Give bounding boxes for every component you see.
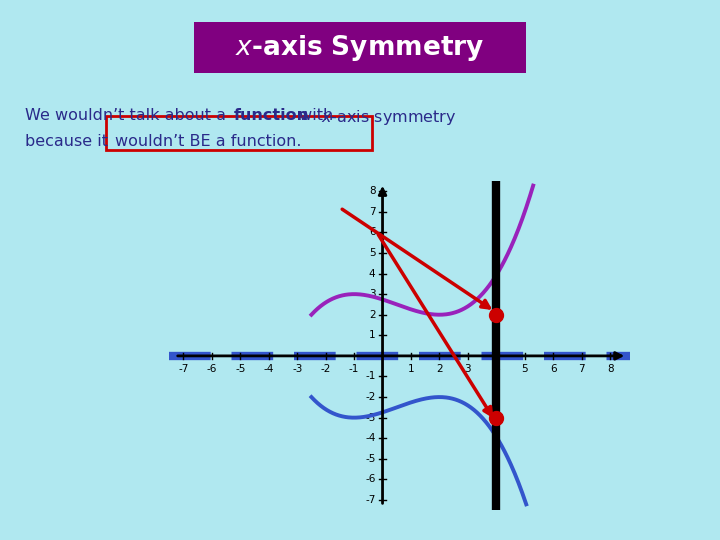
- Text: 8: 8: [607, 364, 613, 374]
- Text: -6: -6: [207, 364, 217, 374]
- Text: 1: 1: [369, 330, 375, 340]
- Text: 5: 5: [369, 248, 375, 258]
- Text: -6: -6: [365, 475, 375, 484]
- Text: -1: -1: [349, 364, 359, 374]
- Text: 8: 8: [369, 186, 375, 196]
- Text: 7: 7: [578, 364, 585, 374]
- Text: 3: 3: [464, 364, 471, 374]
- Text: $\mathit{x}$-axis symmetry: $\mathit{x}$-axis symmetry: [321, 108, 456, 127]
- Text: -3: -3: [292, 364, 302, 374]
- Text: 2: 2: [436, 364, 443, 374]
- Text: wouldn’t BE a function.: wouldn’t BE a function.: [115, 134, 302, 149]
- Text: 6: 6: [550, 364, 557, 374]
- Text: 7: 7: [369, 207, 375, 217]
- Text: 6: 6: [369, 227, 375, 238]
- Text: -7: -7: [365, 495, 375, 505]
- Text: 4: 4: [493, 364, 500, 374]
- Text: 5: 5: [521, 364, 528, 374]
- Text: -4: -4: [264, 364, 274, 374]
- Text: -3: -3: [365, 413, 375, 423]
- Text: $\mathit{x}$-axis Symmetry: $\mathit{x}$-axis Symmetry: [235, 32, 485, 63]
- Text: -5: -5: [365, 454, 375, 464]
- Text: -1: -1: [365, 372, 375, 381]
- Text: function: function: [234, 108, 309, 123]
- Text: -4: -4: [365, 433, 375, 443]
- Text: with: with: [294, 108, 338, 123]
- FancyBboxPatch shape: [194, 22, 526, 73]
- Text: 1: 1: [408, 364, 414, 374]
- Text: -5: -5: [235, 364, 246, 374]
- Text: -2: -2: [365, 392, 375, 402]
- Text: because it: because it: [25, 134, 113, 149]
- Text: -2: -2: [320, 364, 330, 374]
- Text: 3: 3: [369, 289, 375, 299]
- Text: We wouldn’t talk about a: We wouldn’t talk about a: [25, 108, 231, 123]
- Text: 2: 2: [369, 310, 375, 320]
- Text: -7: -7: [179, 364, 189, 374]
- Text: 4: 4: [369, 268, 375, 279]
